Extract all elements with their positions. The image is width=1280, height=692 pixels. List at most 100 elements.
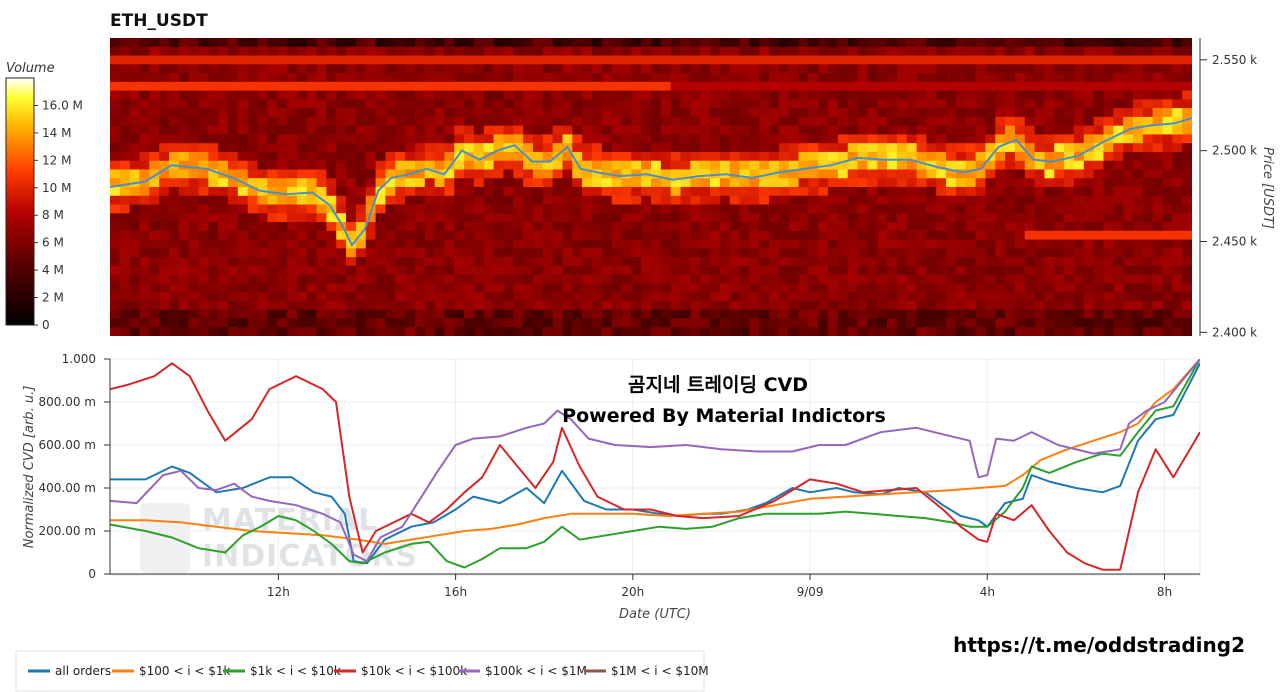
heatmap-cell xyxy=(651,55,662,65)
heatmap-cell xyxy=(710,99,721,109)
heatmap-cell xyxy=(159,134,170,144)
heatmap-cell xyxy=(228,187,239,197)
heatmap-cell xyxy=(828,257,839,267)
heatmap-cell xyxy=(454,99,465,109)
heatmap-cell xyxy=(336,169,347,179)
heatmap-cell xyxy=(188,274,200,285)
heatmap-cell xyxy=(749,160,760,171)
heatmap-cell xyxy=(523,90,534,100)
heatmap-cell xyxy=(208,300,219,311)
heatmap-cell xyxy=(739,257,750,267)
heatmap-cell xyxy=(346,204,357,214)
heatmap-cell xyxy=(1172,309,1183,320)
cvd-grid xyxy=(110,358,1200,575)
heatmap-cell xyxy=(1113,64,1124,74)
heatmap-cell xyxy=(208,169,219,179)
heatmap-cell xyxy=(296,283,308,293)
heatmap-cell xyxy=(513,64,524,74)
heatmap-cell xyxy=(552,187,564,197)
heatmap-cell xyxy=(532,300,544,311)
heatmap-cell xyxy=(513,265,524,276)
legend-label[interactable]: $100k < i < $1M xyxy=(485,664,587,678)
heatmap-cell xyxy=(857,125,868,136)
heatmap-cell xyxy=(208,64,219,74)
heatmap-cell xyxy=(1014,292,1026,302)
legend-label[interactable]: $10k < i < $100k xyxy=(361,664,467,678)
heatmap-cell xyxy=(680,265,691,276)
heatmap-cell xyxy=(719,274,731,285)
heatmap-cell xyxy=(1123,178,1134,188)
heatmap-cell xyxy=(975,283,987,293)
heatmap-cell xyxy=(365,125,377,136)
heatmap-cell xyxy=(513,204,524,214)
heatmap-cell xyxy=(385,55,396,65)
heatmap-cell xyxy=(395,81,406,92)
heatmap-cell xyxy=(424,81,436,92)
heatmap-cell xyxy=(424,274,436,285)
heatmap-cell xyxy=(995,239,1006,249)
heatmap-cell xyxy=(965,292,977,302)
heatmap-cell xyxy=(237,265,249,276)
heatmap-cell xyxy=(759,64,770,74)
heatmap-cell xyxy=(837,265,849,276)
heatmap-cell xyxy=(778,169,790,179)
heatmap-cell xyxy=(1132,318,1144,328)
heatmap-cell xyxy=(1024,283,1036,293)
heatmap-cell xyxy=(159,274,170,285)
heatmap-cell xyxy=(473,46,485,57)
legend-label[interactable]: $100 < i < $1k xyxy=(139,664,231,678)
heatmap-cell xyxy=(660,274,672,285)
heatmap-cell xyxy=(267,73,278,83)
heatmap-cell xyxy=(660,300,672,311)
heatmap-cell xyxy=(631,143,642,153)
heatmap-cell xyxy=(218,239,229,249)
heatmap-cell xyxy=(1182,318,1192,328)
heatmap-cell xyxy=(523,73,534,83)
heatmap-cell xyxy=(837,64,849,74)
heatmap-cell xyxy=(395,318,406,328)
heatmap-cell xyxy=(119,327,131,336)
legend-label[interactable]: all orders xyxy=(55,664,111,678)
heatmap-cell xyxy=(464,300,475,311)
heatmap-cell xyxy=(660,116,672,127)
heatmap-cell xyxy=(818,318,829,328)
legend-label[interactable]: $1k < i < $10k xyxy=(250,664,341,678)
heatmap-cell xyxy=(552,213,564,223)
heatmap-cell xyxy=(700,300,711,311)
heatmap-cell xyxy=(916,178,928,188)
heatmap-cell xyxy=(955,204,967,214)
heatmap-cell xyxy=(729,318,741,328)
heatmap-cell xyxy=(591,64,603,74)
heatmap-cell xyxy=(621,248,632,258)
heatmap-cell xyxy=(926,73,937,83)
heatmap-cell xyxy=(208,248,219,258)
heatmap-cell xyxy=(916,213,928,223)
heatmap-cell xyxy=(326,265,337,276)
heatmap-cell xyxy=(1182,178,1192,188)
heatmap-cell xyxy=(513,108,524,118)
heatmap-cell xyxy=(660,204,672,214)
heatmap-cell xyxy=(296,55,308,65)
heatmap-cell xyxy=(444,195,455,206)
heatmap-cell xyxy=(1113,90,1124,100)
heatmap-cell xyxy=(1103,73,1114,83)
heatmap-cell xyxy=(218,327,229,336)
heatmap-cell xyxy=(778,230,790,241)
heatmap-cell xyxy=(414,81,426,92)
heatmap-cell xyxy=(464,230,475,241)
heatmap-cell xyxy=(110,213,121,223)
heatmap-cell xyxy=(473,125,485,136)
heatmap-cell xyxy=(532,125,544,136)
heatmap-cell xyxy=(700,90,711,100)
telegram-link[interactable]: https://t.me/oddstrading2 xyxy=(953,633,1245,657)
heatmap-cell xyxy=(326,178,337,188)
heatmap-cell xyxy=(818,195,829,206)
heatmap-cell xyxy=(365,160,377,171)
legend-label[interactable]: $1M < i < $10M xyxy=(611,664,709,678)
heatmap-cell xyxy=(847,46,859,57)
heatmap-cell xyxy=(936,46,947,57)
heatmap-cell xyxy=(965,309,977,320)
heatmap-cell xyxy=(503,222,514,232)
heatmap-cell xyxy=(778,99,790,109)
heatmap-cell xyxy=(552,143,564,153)
